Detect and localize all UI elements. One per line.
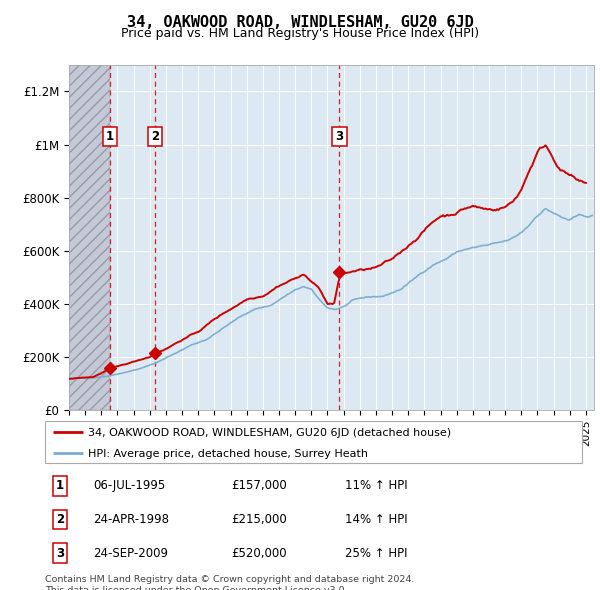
Text: 14% ↑ HPI: 14% ↑ HPI	[345, 513, 407, 526]
Text: Price paid vs. HM Land Registry's House Price Index (HPI): Price paid vs. HM Land Registry's House …	[121, 27, 479, 40]
Text: 3: 3	[56, 546, 64, 560]
Bar	[69, 65, 110, 410]
FancyBboxPatch shape	[45, 421, 582, 463]
Text: 11% ↑ HPI: 11% ↑ HPI	[345, 479, 407, 493]
Text: 34, OAKWOOD ROAD, WINDLESHAM, GU20 6JD: 34, OAKWOOD ROAD, WINDLESHAM, GU20 6JD	[127, 15, 473, 30]
Text: 1: 1	[56, 479, 64, 493]
Text: 34, OAKWOOD ROAD, WINDLESHAM, GU20 6JD (detached house): 34, OAKWOOD ROAD, WINDLESHAM, GU20 6JD (…	[88, 428, 451, 438]
Text: 2: 2	[151, 130, 159, 143]
Text: £157,000: £157,000	[231, 479, 287, 493]
Text: 3: 3	[335, 130, 343, 143]
Text: 25% ↑ HPI: 25% ↑ HPI	[345, 546, 407, 560]
Text: Contains HM Land Registry data © Crown copyright and database right 2024.
This d: Contains HM Land Registry data © Crown c…	[45, 575, 415, 590]
Text: 2: 2	[56, 513, 64, 526]
Text: £215,000: £215,000	[231, 513, 287, 526]
Text: 24-SEP-2009: 24-SEP-2009	[93, 546, 168, 560]
Text: 24-APR-1998: 24-APR-1998	[93, 513, 169, 526]
Text: 1: 1	[106, 130, 114, 143]
Text: £520,000: £520,000	[231, 546, 287, 560]
Text: HPI: Average price, detached house, Surrey Heath: HPI: Average price, detached house, Surr…	[88, 449, 368, 459]
Text: 06-JUL-1995: 06-JUL-1995	[93, 479, 165, 493]
